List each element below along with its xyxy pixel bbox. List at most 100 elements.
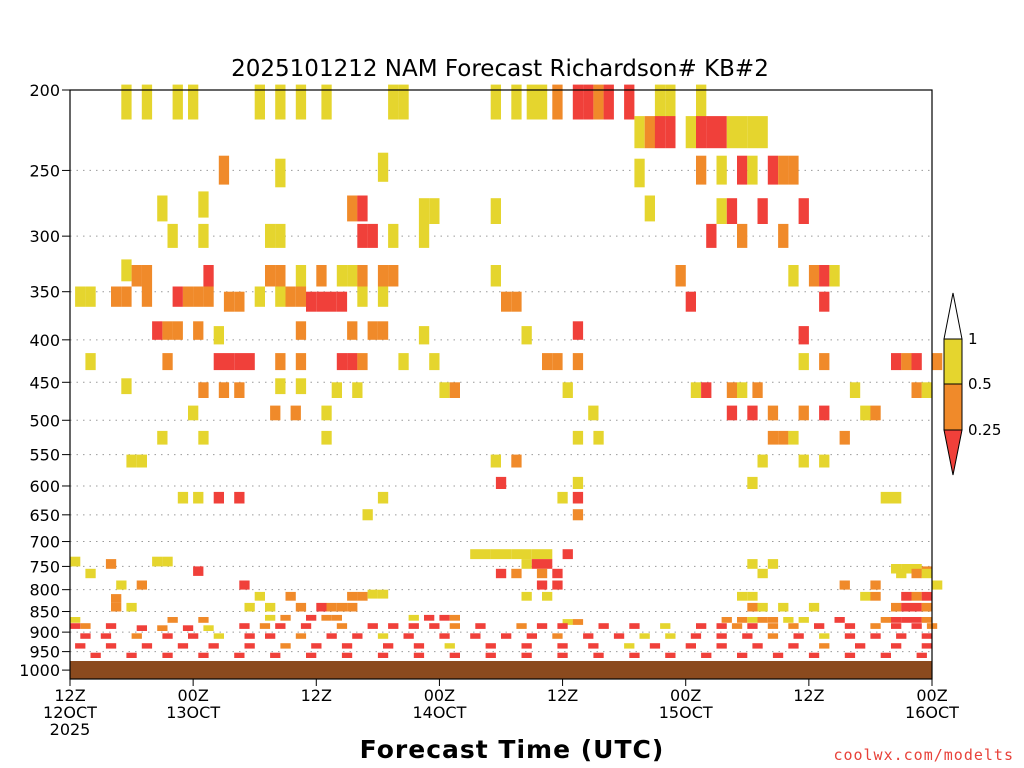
heatmap-cell xyxy=(244,633,255,639)
heatmap-cell xyxy=(398,353,409,371)
heatmap-cell xyxy=(696,84,707,120)
heatmap-cell xyxy=(172,321,183,340)
heatmap-cell xyxy=(352,633,363,639)
heatmap-cell xyxy=(388,623,399,629)
heatmap-cell xyxy=(213,326,224,345)
heatmap-cell xyxy=(690,382,702,398)
heatmap-cell xyxy=(70,623,81,629)
heatmap-cell xyxy=(254,591,265,601)
y-tick-label: 850 xyxy=(29,603,60,622)
heatmap-cell xyxy=(449,614,460,621)
heatmap-cell xyxy=(418,223,430,248)
heatmap-cell xyxy=(275,623,286,629)
heatmap-cell xyxy=(870,580,881,590)
heatmap-cell xyxy=(747,155,758,185)
heatmap-cell xyxy=(793,633,804,639)
heatmap-cell xyxy=(778,430,789,445)
heatmap-cells xyxy=(70,84,943,668)
heatmap-cell xyxy=(819,265,830,287)
heatmap-cell xyxy=(911,353,922,371)
heatmap-cell xyxy=(767,405,779,421)
heatmap-cell xyxy=(285,591,296,601)
heatmap-cell xyxy=(665,84,676,120)
heatmap-cell xyxy=(798,454,809,468)
heatmap-cell xyxy=(172,286,183,307)
heatmap-cell xyxy=(203,625,214,631)
heatmap-cell xyxy=(141,84,153,120)
heatmap-cell xyxy=(357,353,368,371)
heatmap-cell xyxy=(767,155,779,185)
heatmap-cell xyxy=(290,405,301,421)
heatmap-cell xyxy=(511,84,522,120)
heatmap-cell xyxy=(490,265,501,287)
heatmap-cell xyxy=(921,633,932,639)
credit-text: coolwx.com/modelts xyxy=(833,746,1014,764)
heatmap-cell xyxy=(932,580,943,590)
heatmap-cell xyxy=(685,643,696,649)
heatmap-cell xyxy=(347,591,358,601)
heatmap-cell xyxy=(511,568,522,579)
heatmap-cell xyxy=(336,265,348,287)
heatmap-cell xyxy=(752,643,763,649)
heatmap-cell xyxy=(911,382,922,398)
heatmap-cell xyxy=(921,382,932,398)
heatmap-cell xyxy=(490,454,501,468)
heatmap-cell xyxy=(429,623,440,629)
x-tick-label: 15OCT xyxy=(659,703,713,722)
heatmap-cell xyxy=(347,602,358,612)
heatmap-cell xyxy=(331,614,342,621)
x-tick-label: 00Z xyxy=(424,686,455,705)
heatmap-cell xyxy=(326,291,337,312)
heatmap-cell xyxy=(275,84,286,120)
heatmap-cell xyxy=(552,633,563,639)
heatmap-cell xyxy=(603,84,614,120)
y-tick-label: 950 xyxy=(29,643,60,662)
heatmap-cell xyxy=(696,623,707,629)
heatmap-cell xyxy=(731,623,743,629)
heatmap-cell xyxy=(572,84,584,120)
heatmap-cell xyxy=(716,198,727,224)
heatmap-cell xyxy=(706,223,717,248)
heatmap-cell xyxy=(696,155,707,185)
heatmap-cell xyxy=(778,223,789,248)
heatmap-cell xyxy=(362,509,373,521)
heatmap-cell xyxy=(449,623,460,629)
heatmap-cell xyxy=(490,549,501,560)
heatmap-cell xyxy=(347,321,358,340)
y-tick-label: 550 xyxy=(29,446,60,465)
heatmap-cell xyxy=(213,353,224,371)
heatmap-cell xyxy=(844,652,856,658)
heatmap-cell xyxy=(198,191,209,218)
heatmap-cell xyxy=(757,454,768,468)
heatmap-cell xyxy=(167,223,178,248)
x-tick-label: 12OCT xyxy=(43,703,97,722)
heatmap-cell xyxy=(644,195,655,222)
heatmap-cell xyxy=(357,265,368,287)
heatmap-cell xyxy=(685,291,696,312)
heatmap-cell xyxy=(757,568,768,579)
heatmap-cell xyxy=(536,580,548,590)
heatmap-cell xyxy=(634,158,645,188)
heatmap-cell xyxy=(921,602,932,612)
heatmap-cell xyxy=(321,405,332,421)
x-tick-label: 12Z xyxy=(547,686,578,705)
heatmap-cell xyxy=(295,265,307,287)
heatmap-cell xyxy=(377,491,389,504)
y-tick-label: 700 xyxy=(29,533,60,552)
heatmap-cell xyxy=(798,353,809,371)
heatmap-cell xyxy=(172,84,183,120)
heatmap-cell xyxy=(536,84,548,120)
heatmap-cell xyxy=(737,652,748,658)
heatmap-cell xyxy=(665,116,676,149)
heatmap-cell xyxy=(778,155,789,185)
heatmap-cell xyxy=(542,353,553,371)
heatmap-cell xyxy=(798,326,809,345)
heatmap-cell xyxy=(747,405,758,421)
heatmap-cell xyxy=(377,286,389,307)
x-tick-label: 16OCT xyxy=(905,703,959,722)
heatmap-cell xyxy=(716,623,727,629)
heatmap-cell xyxy=(316,265,327,287)
heatmap-cell xyxy=(341,652,353,658)
heatmap-cell xyxy=(654,84,666,120)
heatmap-cell xyxy=(198,652,209,658)
